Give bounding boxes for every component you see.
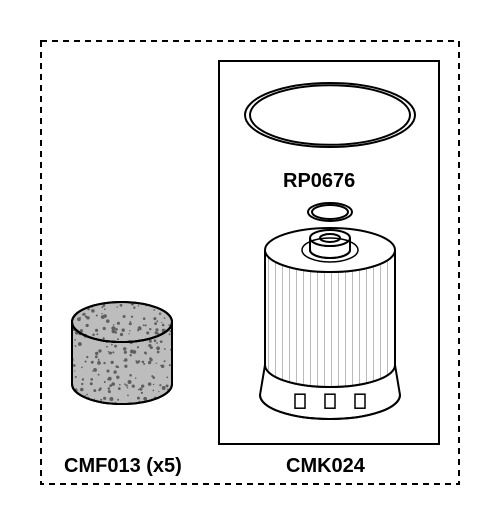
label-rp0676: RP0676 xyxy=(283,170,355,193)
label-cmk024: CMK024 xyxy=(286,455,365,478)
diagram-canvas: RP0676 CMF013 (x5) CMK024 xyxy=(0,0,500,525)
label-cmf013: CMF013 (x5) xyxy=(64,455,182,478)
filter-element xyxy=(254,210,406,425)
oring-large xyxy=(243,81,417,149)
intake-filter xyxy=(68,298,176,408)
